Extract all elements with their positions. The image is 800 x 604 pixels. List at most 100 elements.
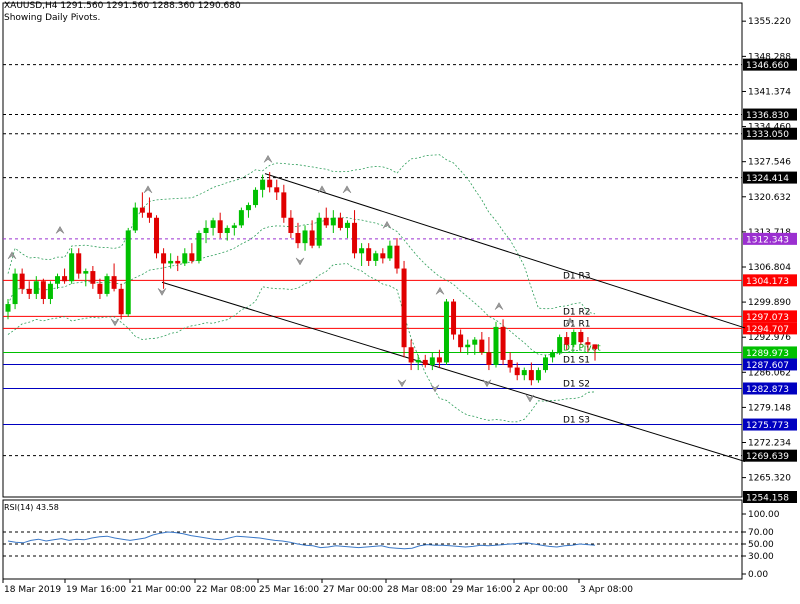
fractal-up-arrow <box>382 220 392 229</box>
candle-body <box>366 248 372 261</box>
candle-body <box>592 344 598 349</box>
time-axis-label: 19 Mar 16:00 <box>66 585 126 595</box>
main-chart-frame <box>2 2 743 498</box>
candle-body <box>224 227 230 233</box>
level-value-box <box>743 346 797 359</box>
level-value-box <box>743 491 797 503</box>
time-axis-label: 2 Apr 00:00 <box>515 585 568 595</box>
candle-body <box>557 337 563 353</box>
candle-body <box>118 288 124 315</box>
candle-body <box>288 217 294 233</box>
candle-body <box>274 187 280 193</box>
candle-body <box>210 220 216 228</box>
rsi-axis-label: 0.00 <box>748 570 768 580</box>
rsi-label: RSI(14) 43.58 <box>4 503 59 512</box>
price-axis-label: 1334.460 <box>748 123 791 133</box>
price-axis-label: 1320.632 <box>748 193 791 203</box>
candle-body <box>281 192 287 218</box>
candle-body <box>182 253 188 264</box>
candle-body <box>352 222 358 254</box>
candle-body <box>83 271 89 274</box>
price-axis-label: 1265.320 <box>748 474 791 484</box>
rsi-axis-label: 70.00 <box>748 528 774 538</box>
level-value-box <box>743 171 797 184</box>
candle-body <box>359 248 365 254</box>
level-value-label: 1269.639 <box>746 452 789 462</box>
candle-body <box>146 212 152 218</box>
candle-body <box>429 357 435 365</box>
level-value-box <box>743 310 797 323</box>
candle-body <box>267 179 273 188</box>
level-value-label: 1287.607 <box>746 361 789 371</box>
candle-body <box>330 217 336 226</box>
candle-body <box>422 359 428 365</box>
candle-body <box>55 276 61 284</box>
candle-body <box>337 217 343 228</box>
price-axis-label: 1279.148 <box>748 403 791 413</box>
candle-body <box>451 301 457 335</box>
fractal-up-arrow <box>263 154 273 163</box>
level-value-label: 1254.158 <box>746 494 789 504</box>
rsi-axis-label: 30.00 <box>748 552 774 562</box>
fractal-up-arrow <box>55 225 65 234</box>
chart-header-symbol: XAUUSD,H4 1291.560 1291.560 1288.360 129… <box>4 1 241 11</box>
pivot-name-label: D1 S2 <box>563 379 590 389</box>
candle-body <box>521 370 527 376</box>
pivot-name-label: D1 R3 <box>563 271 591 281</box>
candle-body <box>238 210 244 226</box>
band-middle <box>7 217 596 356</box>
candle-body <box>196 232 202 261</box>
fractal-down-arrow <box>482 379 492 388</box>
candle-body <box>139 207 145 213</box>
candle-body <box>479 339 485 353</box>
level-value-box <box>743 108 797 121</box>
fractal-up-arrow <box>342 185 352 194</box>
candle-body <box>90 271 96 284</box>
candle-body <box>550 352 556 358</box>
candle-body <box>564 337 570 345</box>
candle-body <box>415 359 421 363</box>
candle-body <box>295 232 301 244</box>
candle-body <box>309 230 315 246</box>
pivot-name-label: D1 S1 <box>563 355 590 365</box>
candle-body <box>380 253 386 259</box>
level-value-box <box>743 449 797 462</box>
candle-body <box>535 370 541 381</box>
candle-body <box>62 276 68 282</box>
candle-body <box>125 230 131 315</box>
fractal-down-arrow <box>525 394 535 403</box>
fractal-up-arrow <box>7 251 17 260</box>
time-axis-label: 3 Apr 08:00 <box>580 585 633 595</box>
level-value-label: 1333.050 <box>746 130 789 140</box>
level-value-box <box>743 418 797 431</box>
candle-body <box>323 217 329 226</box>
candle-body <box>578 331 584 343</box>
level-value-box <box>743 58 797 71</box>
candle-body <box>76 253 82 274</box>
pivot-name-label: D1 S3 <box>563 416 590 426</box>
candle-body <box>154 217 160 254</box>
candle-body <box>26 288 32 294</box>
candle-body <box>465 344 471 348</box>
price-axis-label: 1299.890 <box>748 298 791 308</box>
candle-body <box>493 326 499 365</box>
rsi-line <box>7 531 596 550</box>
candle-body <box>231 225 237 228</box>
level-value-label: 1289.973 <box>746 349 789 359</box>
candle-body <box>344 222 350 228</box>
candle-body <box>585 342 591 345</box>
rsi-pane-frame <box>2 499 743 580</box>
price-axis-label: 1286.062 <box>748 368 791 378</box>
price-axis-label: 1355.220 <box>748 17 791 27</box>
level-value-label: 1346.660 <box>746 61 789 71</box>
chart-header-subtitle: Showing Daily Pivots. <box>4 13 101 23</box>
price-axis-label: 1341.374 <box>748 87 791 97</box>
candle-body <box>19 273 25 289</box>
candle-body <box>528 370 534 381</box>
candle-body <box>111 276 117 289</box>
level-value-label: 1294.707 <box>746 325 789 335</box>
candle-body <box>394 245 400 269</box>
fractal-up-arrow <box>435 286 445 295</box>
